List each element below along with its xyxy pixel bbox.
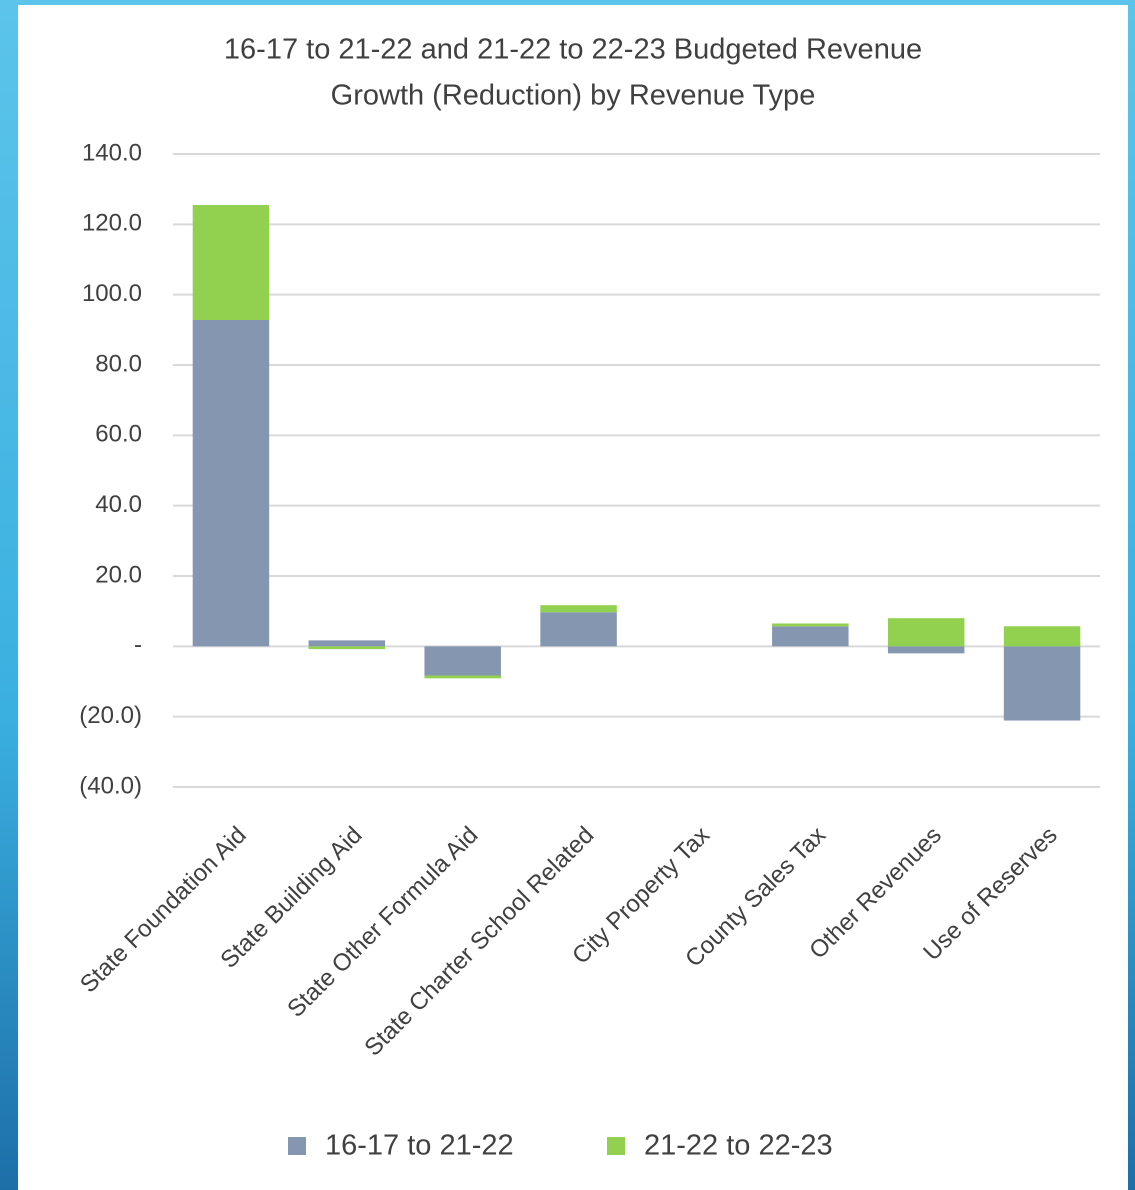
legend-label: 16-17 to 21-22: [325, 1130, 514, 1162]
bar-segment: [540, 612, 617, 647]
bar-segment: [887, 618, 965, 647]
bar-segment: [887, 646, 965, 654]
bar-segment: [192, 204, 270, 320]
y-tick-label: -: [134, 632, 142, 659]
x-tick-label: State Foundation Aid: [75, 822, 252, 999]
y-tick-label: 40.0: [95, 491, 142, 518]
chart-title: Growth (Reduction) by Revenue Type: [331, 80, 816, 112]
bar-segment: [308, 646, 386, 650]
x-tick-label: State Charter School Related: [359, 822, 599, 1062]
y-tick-label: 60.0: [95, 421, 142, 448]
chart-title: 16-17 to 21-22 and 21-22 to 22-23 Budget…: [224, 34, 922, 66]
y-tick-label: (20.0): [79, 702, 142, 729]
y-tick-label: 80.0: [95, 350, 142, 377]
bar-segment: [192, 319, 270, 647]
bar-segment: [424, 646, 501, 676]
y-tick-label: 140.0: [82, 139, 142, 166]
bar-segment: [1003, 646, 1081, 721]
legend-swatch: [288, 1137, 306, 1155]
bar-segment: [540, 605, 617, 613]
y-tick-label: (40.0): [79, 772, 142, 799]
bar-segment: [308, 640, 386, 647]
bar-segment: [772, 623, 849, 627]
legend-label: 21-22 to 22-23: [644, 1130, 833, 1162]
y-tick-label: 100.0: [82, 280, 142, 307]
bar-segment: [424, 675, 501, 679]
y-tick-label: 120.0: [82, 210, 142, 237]
y-tick-label: 20.0: [95, 561, 142, 588]
bar-segment: [1003, 626, 1081, 647]
legend-swatch: [607, 1137, 625, 1155]
x-tick-label: State Other Formula Aid: [282, 822, 483, 1023]
bar-segment: [772, 626, 849, 647]
